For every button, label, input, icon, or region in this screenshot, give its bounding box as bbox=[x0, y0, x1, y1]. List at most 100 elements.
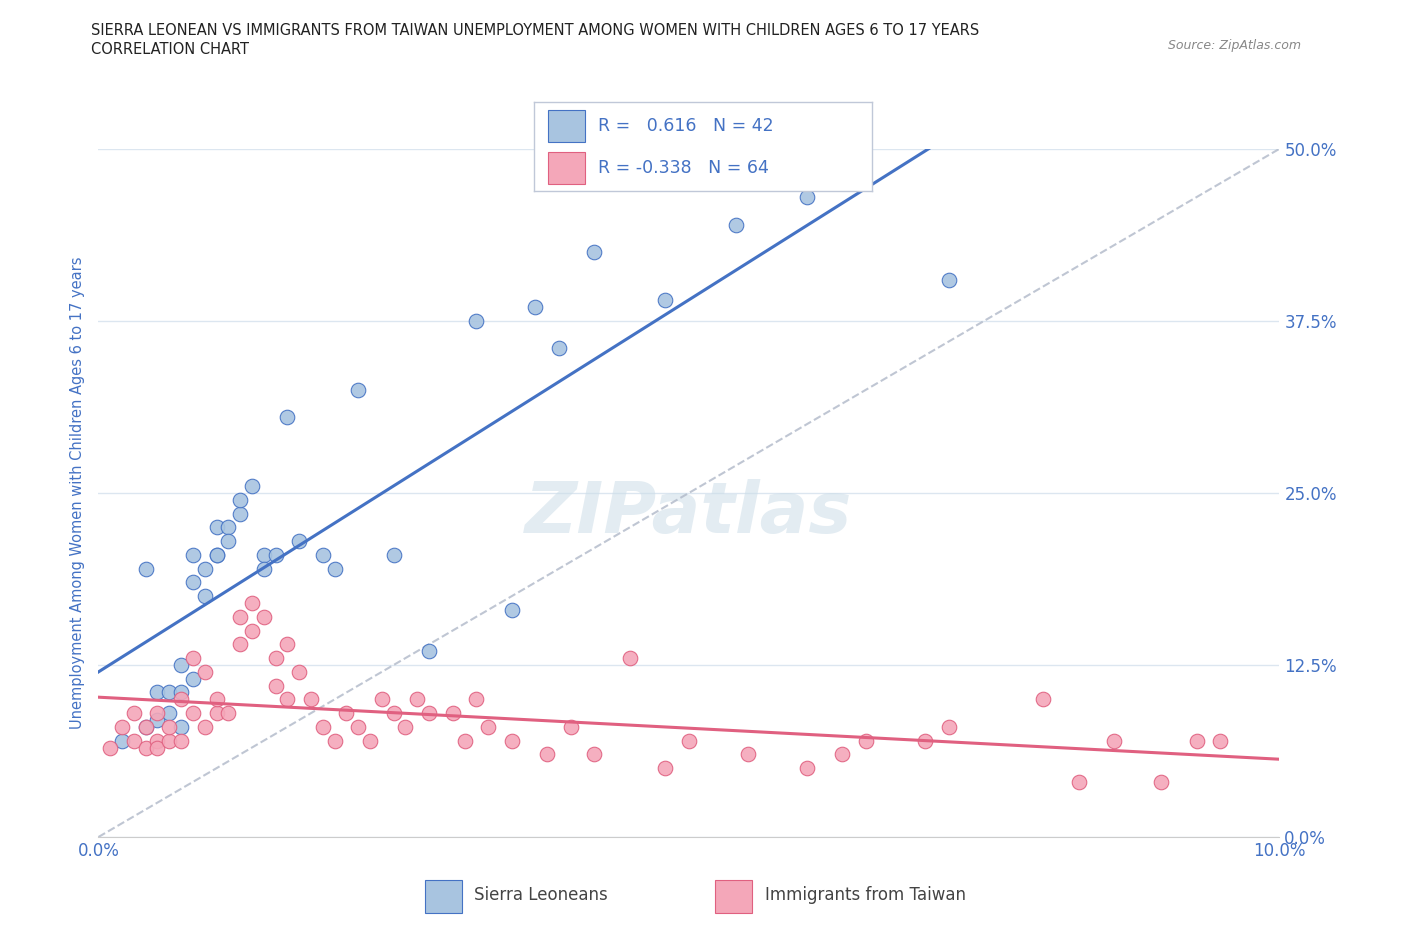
Point bbox=[477, 720, 499, 735]
Point bbox=[831, 747, 853, 762]
Point bbox=[135, 720, 157, 735]
Point bbox=[194, 720, 217, 735]
Point bbox=[157, 720, 180, 735]
Point bbox=[299, 692, 322, 707]
Point bbox=[264, 678, 287, 693]
Point bbox=[938, 720, 960, 735]
Point bbox=[205, 548, 228, 563]
Point bbox=[229, 492, 252, 507]
Point bbox=[205, 548, 228, 563]
Point bbox=[418, 706, 440, 721]
Point bbox=[240, 595, 263, 610]
Point bbox=[264, 651, 287, 666]
Y-axis label: Unemployment Among Women with Children Ages 6 to 17 years: Unemployment Among Women with Children A… bbox=[70, 257, 86, 729]
Point bbox=[194, 589, 217, 604]
Point bbox=[938, 272, 960, 287]
Point bbox=[678, 733, 700, 748]
Point bbox=[111, 720, 134, 735]
Point bbox=[146, 712, 169, 727]
Point bbox=[170, 685, 193, 700]
Point bbox=[288, 664, 311, 679]
Point bbox=[240, 479, 263, 494]
Point bbox=[654, 761, 676, 776]
Bar bbox=[425, 880, 461, 913]
Point bbox=[253, 609, 276, 624]
Text: R =   0.616   N = 42: R = 0.616 N = 42 bbox=[599, 117, 775, 135]
Point bbox=[536, 747, 558, 762]
Point bbox=[288, 534, 311, 549]
Point bbox=[1150, 775, 1173, 790]
Point bbox=[1185, 733, 1208, 748]
Point bbox=[157, 685, 180, 700]
Point bbox=[524, 299, 547, 314]
Point bbox=[1102, 733, 1125, 748]
Point bbox=[146, 706, 169, 721]
Point bbox=[583, 245, 606, 259]
Point bbox=[146, 740, 169, 755]
Point bbox=[335, 706, 357, 721]
Point bbox=[135, 740, 157, 755]
Point bbox=[157, 706, 180, 721]
Point bbox=[181, 671, 204, 686]
Point bbox=[347, 382, 370, 397]
Bar bbox=[548, 111, 585, 142]
Bar bbox=[716, 880, 752, 913]
Point bbox=[914, 733, 936, 748]
Point bbox=[371, 692, 394, 707]
Point bbox=[264, 548, 287, 563]
Point bbox=[98, 740, 121, 755]
Point bbox=[229, 609, 252, 624]
Text: Sierra Leoneans: Sierra Leoneans bbox=[474, 886, 607, 904]
Point bbox=[737, 747, 759, 762]
Point bbox=[181, 575, 204, 590]
Point bbox=[217, 534, 239, 549]
Bar bbox=[548, 152, 585, 183]
Point bbox=[323, 561, 346, 576]
Point bbox=[855, 733, 877, 748]
Point bbox=[1209, 733, 1232, 748]
Point bbox=[229, 637, 252, 652]
Text: SIERRA LEONEAN VS IMMIGRANTS FROM TAIWAN UNEMPLOYMENT AMONG WOMEN WITH CHILDREN : SIERRA LEONEAN VS IMMIGRANTS FROM TAIWAN… bbox=[91, 23, 980, 38]
Point bbox=[382, 548, 405, 563]
Point bbox=[170, 733, 193, 748]
Point bbox=[157, 733, 180, 748]
Point bbox=[453, 733, 475, 748]
Point bbox=[122, 733, 145, 748]
Point bbox=[1067, 775, 1090, 790]
Point bbox=[253, 548, 276, 563]
Point bbox=[347, 720, 370, 735]
Point bbox=[181, 548, 204, 563]
Point bbox=[548, 341, 571, 356]
Point bbox=[276, 692, 298, 707]
Text: Source: ZipAtlas.com: Source: ZipAtlas.com bbox=[1167, 39, 1301, 52]
Point bbox=[276, 410, 298, 425]
Point bbox=[382, 706, 405, 721]
Text: R = -0.338   N = 64: R = -0.338 N = 64 bbox=[599, 159, 769, 177]
Point bbox=[217, 520, 239, 535]
Text: Immigrants from Taiwan: Immigrants from Taiwan bbox=[765, 886, 966, 904]
Point bbox=[312, 548, 335, 563]
Point bbox=[1032, 692, 1054, 707]
Point bbox=[560, 720, 582, 735]
Point bbox=[170, 720, 193, 735]
Text: CORRELATION CHART: CORRELATION CHART bbox=[91, 42, 249, 57]
Point bbox=[205, 692, 228, 707]
Point bbox=[276, 637, 298, 652]
Point bbox=[181, 706, 204, 721]
Point bbox=[359, 733, 381, 748]
Point bbox=[170, 658, 193, 672]
Point bbox=[654, 293, 676, 308]
Point bbox=[135, 561, 157, 576]
Point bbox=[501, 733, 523, 748]
Point bbox=[465, 692, 488, 707]
Text: ZIPatlas: ZIPatlas bbox=[526, 479, 852, 548]
Point bbox=[441, 706, 464, 721]
Point bbox=[146, 733, 169, 748]
Point bbox=[583, 747, 606, 762]
Point bbox=[181, 651, 204, 666]
Point bbox=[465, 313, 488, 328]
Point bbox=[725, 217, 748, 232]
Point bbox=[146, 685, 169, 700]
Point bbox=[122, 706, 145, 721]
Point bbox=[170, 692, 193, 707]
